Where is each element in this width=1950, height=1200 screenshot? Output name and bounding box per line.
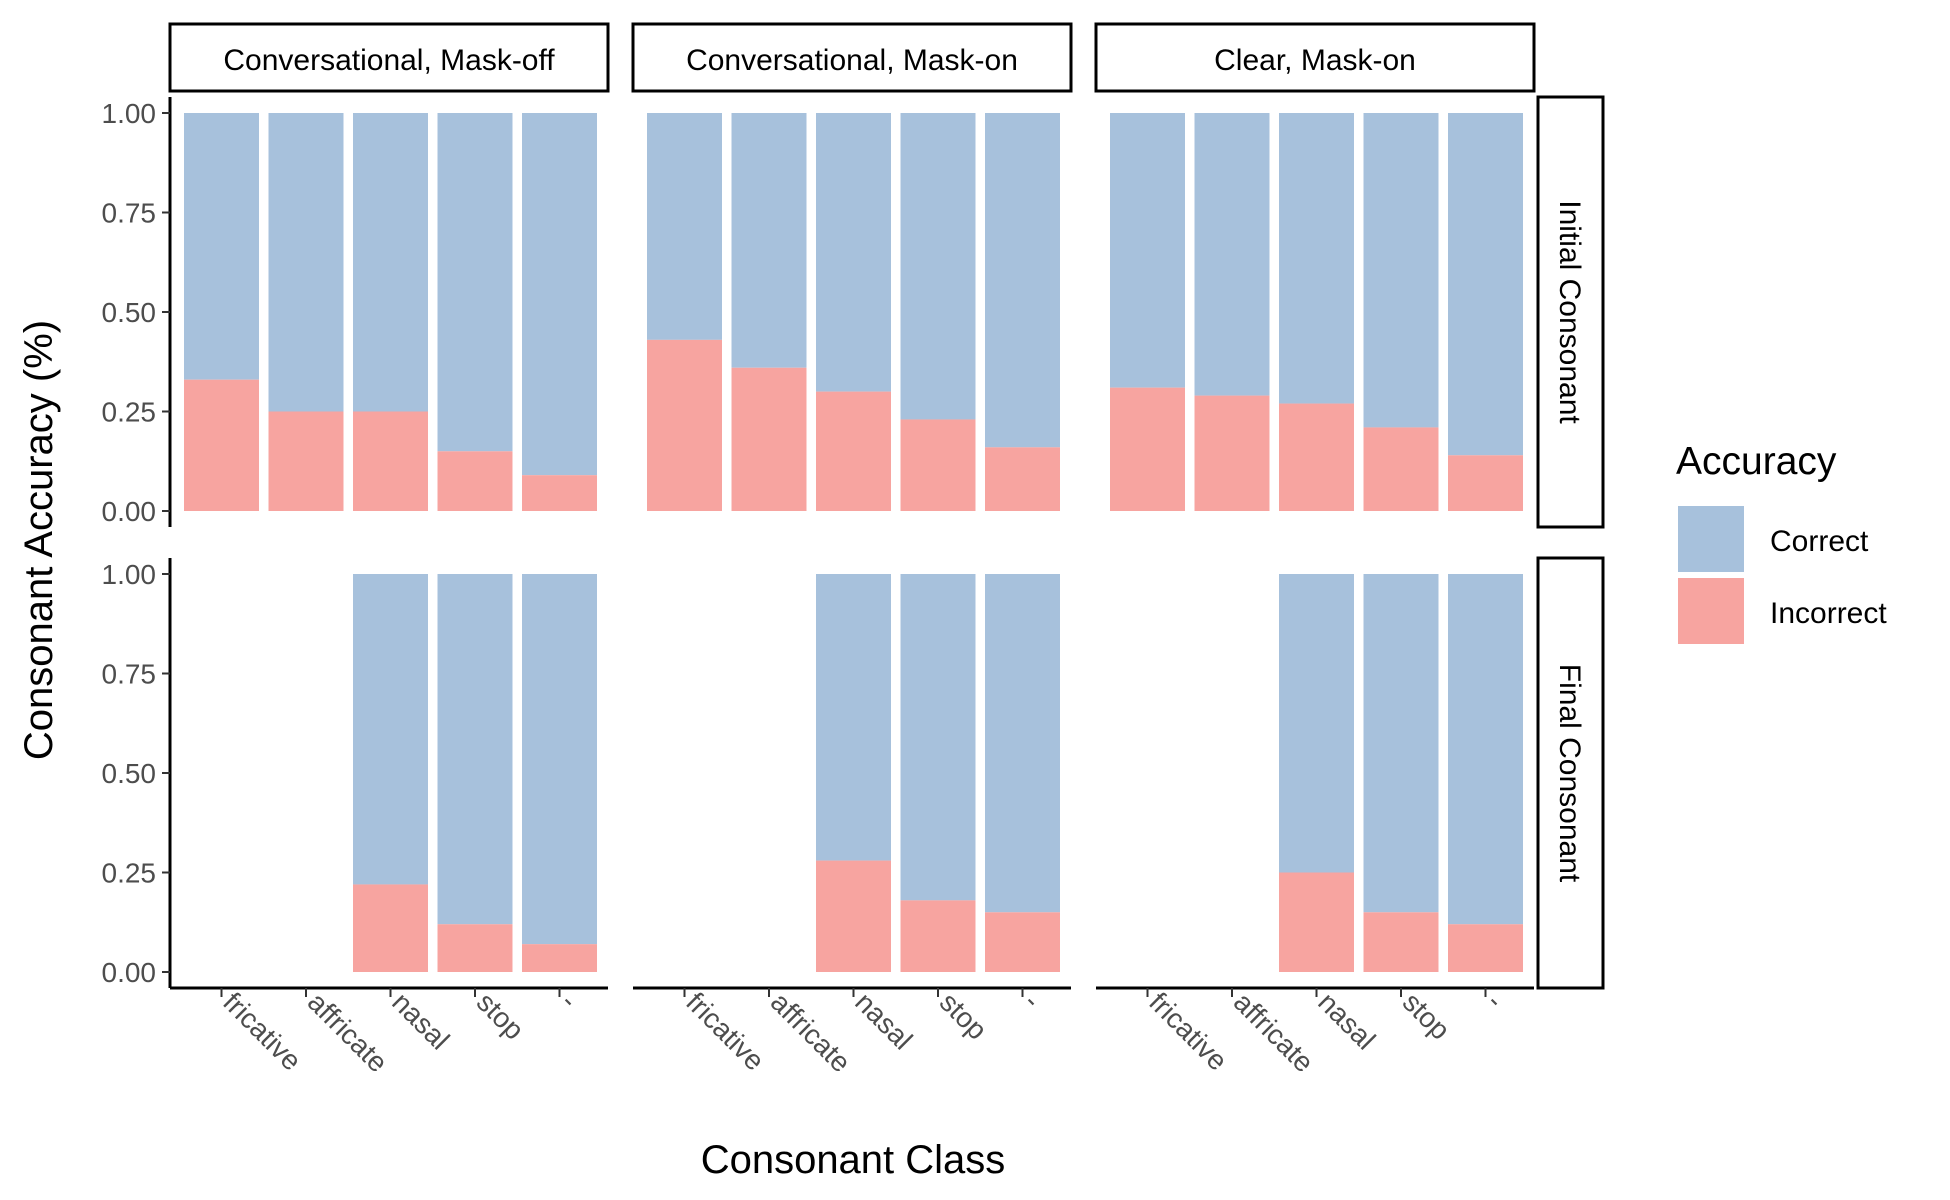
x-tick-label-affricate: affricate (765, 986, 857, 1078)
bar-correct-affricate (1194, 113, 1270, 396)
x-tick-label-affricate: affricate (1228, 986, 1320, 1078)
x-tick-label-stop: stop (471, 986, 530, 1045)
x-tick-label-stop: stop (1397, 986, 1456, 1045)
bar-correct-stop (900, 574, 976, 901)
bar-correct-stop (437, 574, 513, 925)
x-tick-label-fricative: fricative (1143, 986, 1233, 1076)
bar-incorrect-nasal (353, 884, 428, 972)
bar-correct-stop (1363, 574, 1439, 913)
y-tick-label: 0.50 (102, 758, 157, 789)
bar-incorrect-fricative (184, 379, 259, 511)
bar-incorrect-nasal (1279, 872, 1354, 972)
bar-correct-fricative (1110, 113, 1185, 388)
x-tick-label-nasal: nasal (386, 986, 455, 1055)
legend-title: Accuracy (1676, 440, 1837, 483)
row-strip-label-2: Final Consonant (1553, 664, 1586, 883)
bar-correct-nasal (816, 113, 891, 392)
bar-incorrect-affricate (268, 411, 344, 511)
bar-incorrect-stop (900, 900, 976, 972)
bar-incorrect-stop (900, 419, 976, 511)
y-axis-title: Consonant Accuracy (%) (17, 320, 61, 760)
bar-incorrect-affricate (1194, 395, 1270, 511)
bar-incorrect-dash (1448, 924, 1523, 972)
bar-incorrect-dash (985, 447, 1060, 511)
y-tick-label: 0.00 (102, 496, 157, 527)
bar-correct-dash (1448, 113, 1523, 456)
x-tick-label-fricative: fricative (217, 986, 307, 1076)
bar-correct-nasal (816, 574, 891, 861)
legend-key-incorrect (1678, 578, 1744, 644)
bar-incorrect-nasal (353, 411, 428, 511)
bar-correct-dash (985, 574, 1060, 913)
column-strip-1 (168, 22, 610, 93)
bar-incorrect-fricative (1110, 387, 1185, 511)
bar-correct-stop (437, 113, 513, 452)
column-strip-label-3: Clear, Mask-on (1214, 44, 1416, 77)
bar-incorrect-stop (437, 924, 513, 972)
bar-incorrect-dash (985, 912, 1060, 972)
bar-correct-dash (522, 574, 597, 945)
x-tick-label-nasal: nasal (1312, 986, 1381, 1055)
x-axis-title: Consonant Class (701, 1138, 1006, 1182)
y-tick-label: 0.25 (102, 858, 157, 889)
y-tick-label: 0.00 (102, 957, 157, 988)
bar-correct-nasal (1279, 574, 1354, 873)
bar-correct-nasal (1279, 113, 1354, 404)
column-strip-label-2: Conversational, Mask-on (686, 44, 1018, 77)
bar-incorrect-fricative (647, 339, 722, 511)
column-strip-3 (1094, 22, 1536, 93)
y-tick-label: 0.25 (102, 397, 157, 428)
bar-correct-affricate (731, 113, 807, 368)
legend-key-correct (1678, 506, 1744, 572)
row-strip-1 (1536, 95, 1605, 529)
bar-correct-affricate (268, 113, 344, 412)
bar-correct-fricative (647, 113, 722, 340)
bar-incorrect-stop (1363, 427, 1439, 511)
bar-incorrect-nasal (816, 391, 891, 511)
bar-correct-stop (900, 113, 976, 420)
y-tick-label: 1.00 (102, 559, 157, 590)
bar-incorrect-nasal (1279, 403, 1354, 511)
bar-incorrect-nasal (816, 860, 891, 972)
bar-incorrect-stop (1363, 912, 1439, 972)
bar-incorrect-dash (1448, 455, 1523, 511)
bar-correct-dash (522, 113, 597, 476)
y-tick-label: 0.50 (102, 297, 157, 328)
bar-correct-nasal (353, 113, 428, 412)
x-tick-label-affricate: affricate (302, 986, 394, 1078)
bar-correct-dash (1448, 574, 1523, 925)
legend-label-correct: Correct (1770, 525, 1869, 558)
bar-correct-dash (985, 113, 1060, 448)
bar-incorrect-dash (522, 475, 597, 511)
column-strip-2 (631, 22, 1073, 93)
column-strip-label-1: Conversational, Mask-off (223, 44, 555, 77)
bar-correct-fricative (184, 113, 259, 380)
bar-correct-stop (1363, 113, 1439, 428)
x-tick-label-stop: stop (934, 986, 993, 1045)
bar-correct-nasal (353, 574, 428, 885)
legend-label-incorrect: Incorrect (1770, 597, 1887, 630)
y-tick-label: 1.00 (102, 98, 157, 129)
y-tick-label: 0.75 (102, 659, 157, 690)
x-tick-label-fricative: fricative (680, 986, 770, 1076)
bar-incorrect-stop (437, 451, 513, 511)
row-strip-label-1: Initial Consonant (1553, 200, 1586, 424)
row-strip-2 (1536, 556, 1605, 990)
y-tick-label: 0.75 (102, 198, 157, 229)
x-tick-label-nasal: nasal (849, 986, 918, 1055)
bar-incorrect-dash (522, 944, 597, 972)
bar-incorrect-affricate (731, 367, 807, 511)
